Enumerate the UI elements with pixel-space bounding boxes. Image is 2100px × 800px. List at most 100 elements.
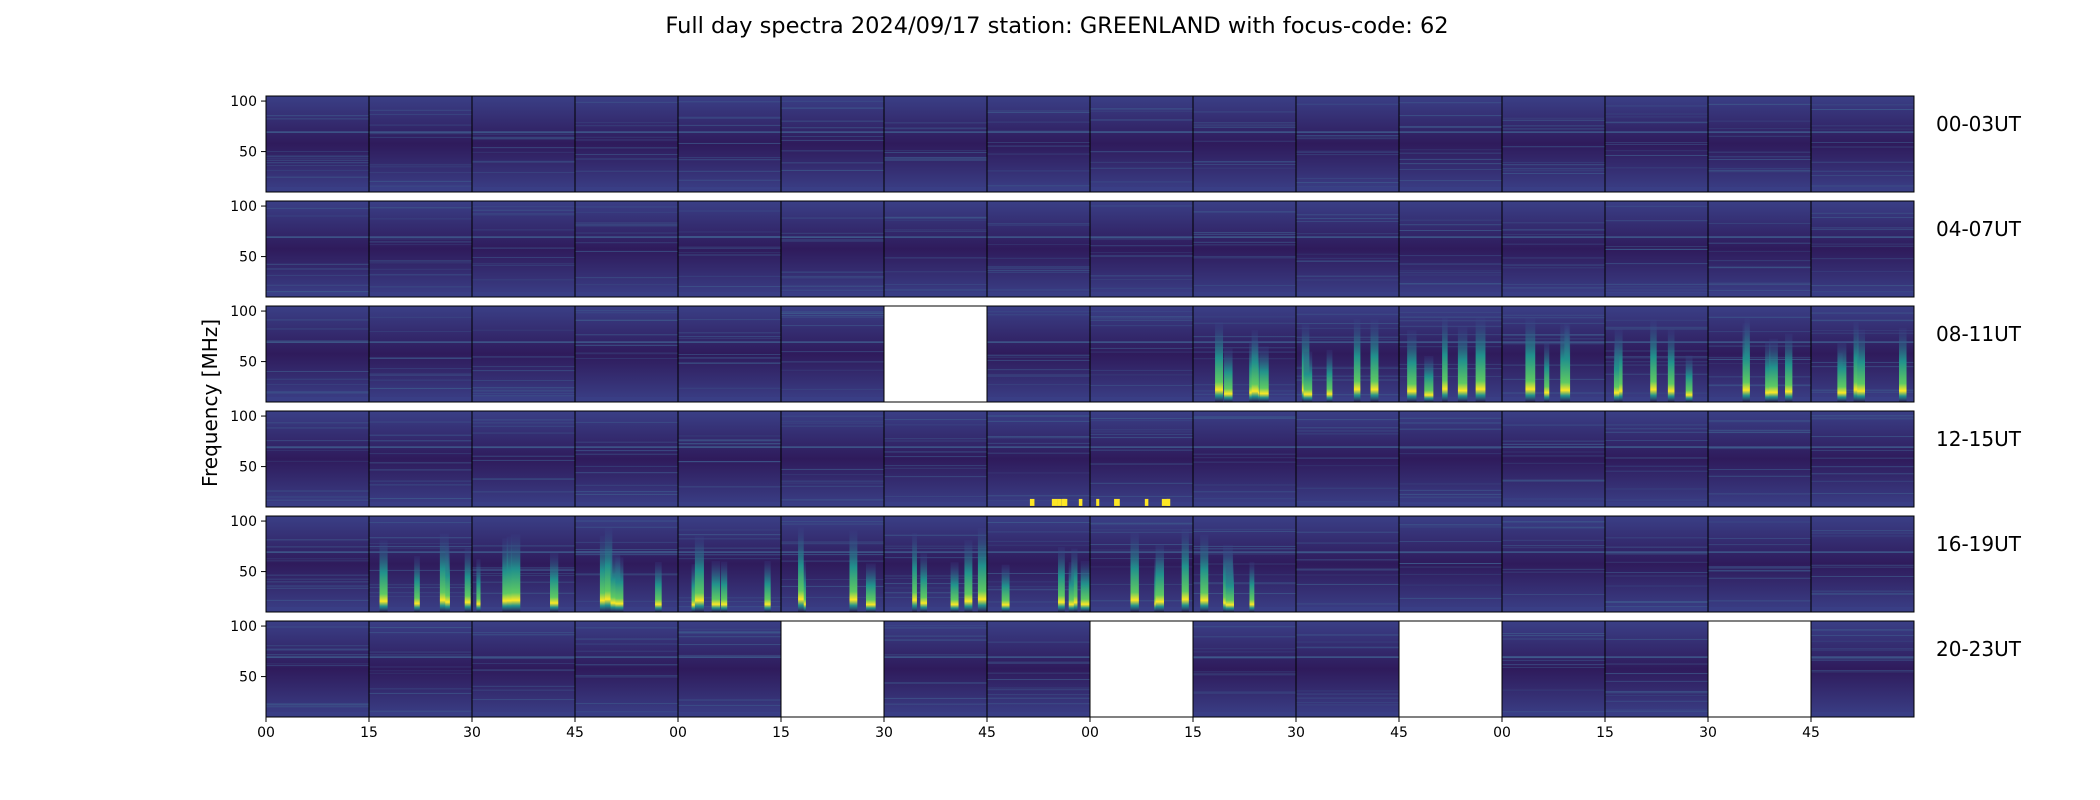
low-band (1502, 396, 1605, 402)
spectra-row: 100 50 04-07UT (230, 199, 2022, 298)
rfi-line (1502, 334, 1605, 336)
rfi-line (781, 474, 884, 476)
rfi-line (678, 435, 781, 437)
rfi-line (1708, 385, 1811, 387)
rfi-line (678, 644, 781, 646)
rfi-line (1296, 419, 1399, 421)
rfi-line (266, 460, 369, 462)
rfi-line (1605, 673, 1708, 675)
spectrum-panel (1295, 95, 1400, 193)
burst-column (1058, 547, 1065, 612)
panel-background (781, 96, 884, 192)
burst-blip (1057, 498, 1062, 506)
rfi-line (1193, 417, 1296, 419)
rfi-line (781, 120, 884, 122)
rfi-line (781, 543, 884, 545)
low-band (1811, 186, 1914, 192)
rfi-line (1399, 102, 1502, 104)
rfi-line (987, 355, 1090, 357)
rfi-line (1708, 266, 1811, 268)
rfi-line (781, 468, 884, 470)
panel-background (1296, 621, 1399, 717)
rfi-line (266, 392, 369, 394)
rfi-line (472, 574, 575, 576)
rfi-line (1193, 384, 1296, 386)
rfi-line (1811, 629, 1914, 631)
burst-column (1181, 528, 1189, 612)
rfi-line (1811, 551, 1914, 553)
rfi-line (369, 421, 472, 423)
rfi-line (1502, 527, 1605, 529)
rfi-line (1708, 544, 1811, 546)
rfi-line (1605, 709, 1708, 711)
rfi-line (369, 632, 472, 634)
low-band (1708, 501, 1811, 507)
rfi-line (987, 341, 1090, 343)
rfi-line (1502, 545, 1605, 547)
rfi-line (1090, 256, 1193, 258)
rfi-line (266, 319, 369, 321)
rfi-line (987, 357, 1090, 359)
spectrum-panel (265, 410, 370, 508)
rfi-line (369, 692, 472, 694)
rfi-line (1090, 600, 1193, 602)
rfi-line (369, 469, 472, 471)
rfi-line (1605, 113, 1708, 115)
burst-column (550, 552, 559, 612)
rfi-line (1399, 376, 1502, 378)
low-band (678, 711, 781, 717)
spectra-row: 100 50 20-23UT (230, 619, 2022, 718)
rfi-line (781, 541, 884, 543)
rfi-line (1605, 638, 1708, 640)
rfi-line (1708, 168, 1811, 170)
missing-panel (780, 620, 885, 718)
spectrum-panel (471, 620, 576, 718)
rfi-line (369, 341, 472, 343)
rfi-line (266, 176, 369, 178)
spectrum-panel (471, 95, 576, 193)
rfi-line (369, 592, 472, 594)
rfi-line (987, 672, 1090, 674)
rfi-line (1193, 545, 1296, 547)
rfi-line (575, 352, 678, 354)
rfi-line (1296, 487, 1399, 489)
rfi-line (575, 638, 678, 640)
rfi-line (1399, 334, 1502, 336)
rfi-line (987, 272, 1090, 274)
rfi-line (1399, 326, 1502, 328)
rfi-line (781, 131, 884, 133)
spectrum-panel (368, 305, 473, 403)
rfi-line (884, 219, 987, 221)
rfi-line (1605, 680, 1708, 682)
spectrum-panel (883, 410, 988, 508)
spectrum-panel (677, 410, 782, 508)
rfi-line (1811, 649, 1914, 651)
rfi-line (884, 596, 987, 598)
low-band (575, 186, 678, 192)
rfi-line (1811, 634, 1914, 636)
x-tick-label: 45 (978, 725, 996, 741)
rfi-line (678, 632, 781, 634)
low-band (1708, 606, 1811, 612)
rfi-line (1399, 115, 1502, 117)
rfi-line (781, 150, 884, 152)
panel-background (1090, 306, 1193, 402)
rfi-line (266, 648, 369, 650)
rfi-line (369, 522, 472, 524)
rfi-line (1399, 270, 1502, 272)
burst-column (1225, 564, 1234, 612)
panel-background (1708, 306, 1811, 402)
rfi-line (575, 319, 678, 321)
rfi-line (1399, 597, 1502, 599)
low-band (266, 396, 369, 402)
rfi-line (1193, 581, 1296, 583)
rfi-line (987, 121, 1090, 123)
rfi-line (1399, 428, 1502, 430)
rfi-line (575, 170, 678, 172)
rfi-line (575, 153, 678, 155)
rfi-line (1090, 369, 1193, 371)
rfi-line (1708, 521, 1811, 523)
rfi-line (987, 540, 1090, 542)
rfi-line (884, 289, 987, 291)
rfi-line (472, 390, 575, 392)
